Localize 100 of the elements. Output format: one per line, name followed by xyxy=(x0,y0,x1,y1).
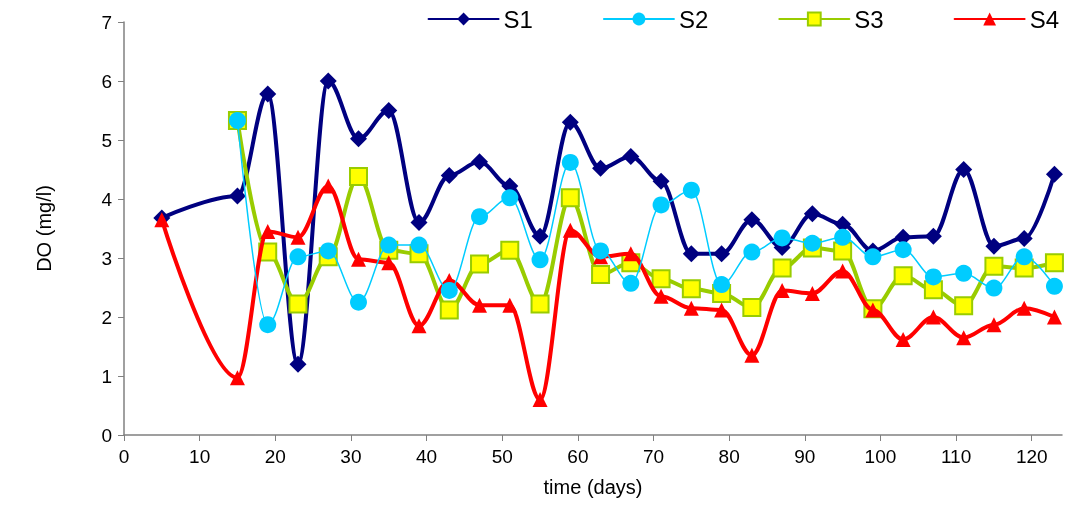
legend-label: S3 xyxy=(854,5,884,33)
point xyxy=(501,189,519,207)
x-tick-label: 90 xyxy=(794,446,816,467)
point xyxy=(803,234,821,252)
x-tick-label: 60 xyxy=(567,446,589,467)
point xyxy=(834,228,852,246)
legend-label: S4 xyxy=(1029,5,1059,33)
point xyxy=(560,188,580,208)
point xyxy=(773,229,791,247)
point xyxy=(259,85,277,103)
point xyxy=(410,214,428,232)
point xyxy=(955,264,973,282)
x-tick-label: 20 xyxy=(264,446,286,467)
legend-label: S1 xyxy=(503,5,533,33)
point xyxy=(472,297,488,313)
point xyxy=(713,276,731,294)
y-tick-label: 2 xyxy=(101,306,112,328)
point xyxy=(260,223,276,239)
point xyxy=(349,167,368,187)
point xyxy=(713,245,731,263)
point xyxy=(440,166,458,184)
point xyxy=(592,242,610,260)
point xyxy=(319,72,337,90)
point xyxy=(471,208,489,226)
y-tick-label: 4 xyxy=(101,188,113,210)
point xyxy=(410,236,428,254)
point xyxy=(531,227,549,245)
point xyxy=(954,296,974,316)
point xyxy=(531,251,549,269)
point xyxy=(985,279,1003,297)
point xyxy=(350,130,367,148)
point xyxy=(319,242,337,260)
point xyxy=(651,269,671,289)
point xyxy=(803,205,821,223)
point xyxy=(229,370,245,386)
point xyxy=(681,279,701,299)
point xyxy=(228,187,246,205)
x-tick-label: 50 xyxy=(491,446,513,467)
point xyxy=(623,246,639,262)
legend-label: S2 xyxy=(678,5,709,33)
x-tick-label: 80 xyxy=(718,446,740,467)
y-tick-label: 1 xyxy=(101,365,112,387)
point xyxy=(894,241,912,259)
point xyxy=(924,227,942,245)
point xyxy=(742,298,762,318)
y-tick-label: 7 xyxy=(101,11,112,33)
point xyxy=(591,265,611,285)
point xyxy=(471,153,489,171)
point xyxy=(532,392,548,408)
point xyxy=(1046,309,1062,325)
x-tick-label: 70 xyxy=(642,446,665,467)
point xyxy=(1044,253,1064,273)
point xyxy=(955,161,973,178)
point xyxy=(653,288,669,304)
y-tick-label: 0 xyxy=(101,424,112,446)
point xyxy=(439,300,459,320)
y-tick-label: 6 xyxy=(101,70,112,92)
point xyxy=(682,181,700,199)
point xyxy=(1015,230,1033,248)
x-tick-label: 30 xyxy=(340,446,362,467)
x-tick-label: 10 xyxy=(189,446,211,467)
point xyxy=(895,331,911,347)
point xyxy=(893,266,913,286)
point xyxy=(744,347,760,363)
point xyxy=(1045,277,1063,295)
point xyxy=(682,245,700,263)
point xyxy=(956,330,972,346)
point xyxy=(380,236,398,254)
point xyxy=(530,294,550,314)
point xyxy=(500,240,520,260)
x-tick-label: 110 xyxy=(940,446,972,467)
y-tick-label: 5 xyxy=(101,129,112,151)
point xyxy=(804,285,820,301)
point xyxy=(290,229,306,245)
point xyxy=(289,248,307,266)
point xyxy=(925,309,941,325)
point xyxy=(289,355,307,373)
point xyxy=(743,211,761,229)
point xyxy=(562,222,578,238)
point xyxy=(411,318,427,334)
point xyxy=(985,237,1003,255)
point xyxy=(652,172,670,190)
x-tick-label: 0 xyxy=(118,446,130,467)
point xyxy=(772,258,792,278)
point xyxy=(835,263,851,279)
x-axis-title: time (days) xyxy=(543,476,643,498)
x-tick-label: 40 xyxy=(416,446,438,467)
point xyxy=(986,317,1002,333)
y-axis-title: DO (mg/l) xyxy=(33,185,55,272)
point xyxy=(652,196,670,214)
point xyxy=(743,243,761,261)
point xyxy=(622,148,640,166)
x-tick-label: 120 xyxy=(1015,446,1048,467)
point xyxy=(1015,248,1033,266)
point xyxy=(259,316,277,334)
point xyxy=(440,281,458,299)
point xyxy=(351,251,366,267)
point xyxy=(470,254,490,274)
point xyxy=(864,248,882,266)
point xyxy=(502,297,518,313)
